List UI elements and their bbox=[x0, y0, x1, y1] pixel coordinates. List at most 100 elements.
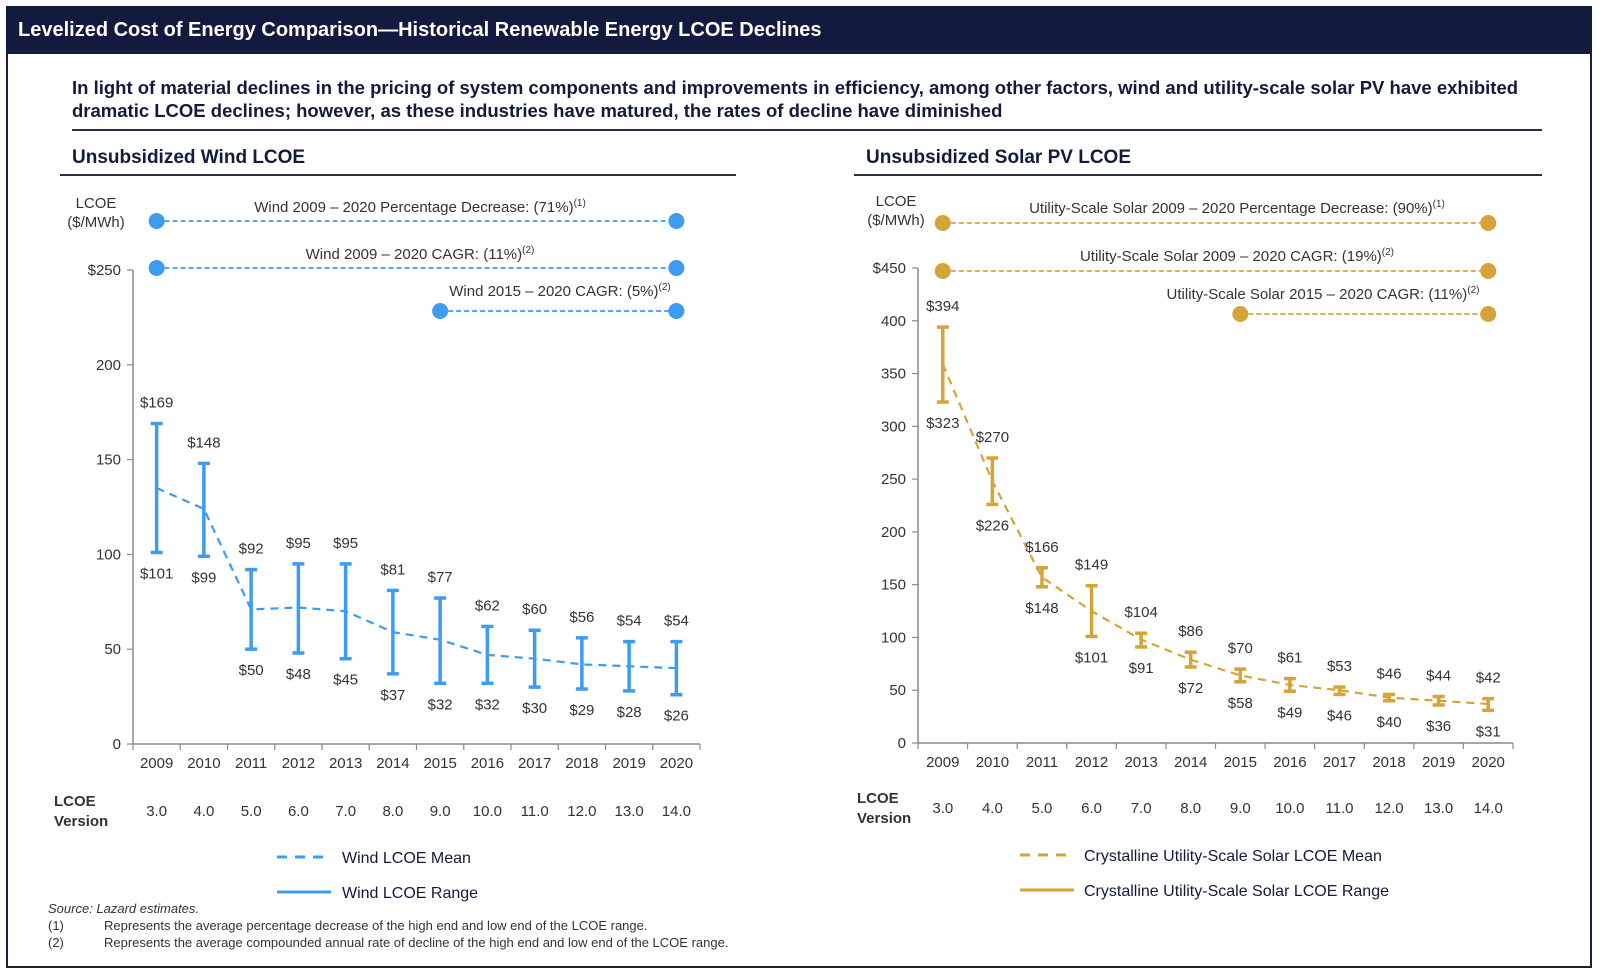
solar-annotation-end-dot bbox=[1480, 306, 1497, 322]
wind-high-label: $77 bbox=[428, 569, 453, 586]
solar-low-label: $226 bbox=[976, 517, 1009, 534]
solar-x-tick-label: 2019 bbox=[1422, 754, 1455, 771]
wind-y-tick-label: 50 bbox=[104, 641, 121, 658]
wind-ylabel: LCOE bbox=[76, 195, 117, 212]
solar-y-tick-label: 50 bbox=[889, 682, 906, 699]
wind-y-tick-label: 150 bbox=[96, 452, 121, 469]
solar-version-label: 3.0 bbox=[932, 800, 953, 817]
wind-legend-label: Wind LCOE Range bbox=[342, 885, 478, 902]
wind-high-label: $95 bbox=[333, 535, 358, 552]
wind-low-label: $26 bbox=[664, 708, 689, 725]
wind-legend-label: Wind LCOE Mean bbox=[342, 850, 471, 867]
solar-low-label: $36 bbox=[1426, 718, 1451, 735]
solar-version-label: 11.0 bbox=[1325, 800, 1353, 817]
wind-x-tick-label: 2017 bbox=[518, 755, 551, 772]
solar-low-label: $101 bbox=[1075, 649, 1108, 666]
wind-annotation-label: Wind 2009 – 2020 Percentage Decrease: (7… bbox=[254, 198, 586, 216]
solar-low-label: $148 bbox=[1025, 600, 1058, 617]
solar-version-label: 12.0 bbox=[1374, 800, 1403, 817]
wind-high-label: $62 bbox=[475, 597, 500, 614]
wind-version-heading: LCOE bbox=[54, 793, 96, 810]
solar-low-label: $58 bbox=[1228, 695, 1253, 712]
wind-ylabel-unit: ($/MWh) bbox=[67, 214, 125, 231]
solar-high-label: $270 bbox=[976, 429, 1009, 446]
solar-legend-label: Crystalline Utility-Scale Solar LCOE Mea… bbox=[1084, 848, 1382, 865]
wind-version-label: 5.0 bbox=[241, 803, 262, 820]
solar-version-label: 14.0 bbox=[1474, 800, 1503, 817]
solar-high-label: $44 bbox=[1426, 668, 1451, 685]
wind-y-tick-label: 100 bbox=[96, 546, 121, 563]
solar-version-label: 9.0 bbox=[1230, 800, 1251, 817]
solar-version-label: 13.0 bbox=[1424, 800, 1453, 817]
solar-legend-label: Crystalline Utility-Scale Solar LCOE Ran… bbox=[1084, 883, 1389, 900]
solar-annotation-start-dot bbox=[934, 215, 951, 231]
wind-annotation-start-dot bbox=[148, 260, 165, 276]
wind-title-divider bbox=[60, 174, 736, 176]
wind-high-label: $81 bbox=[380, 561, 405, 578]
solar-title-divider bbox=[854, 174, 1542, 176]
solar-annotation-start-dot bbox=[1232, 306, 1249, 322]
solar-x-tick-label: 2013 bbox=[1124, 754, 1157, 771]
source-note: Source: Lazard estimates. bbox=[48, 901, 200, 916]
wind-y-tick-label: $250 bbox=[88, 262, 121, 279]
solar-high-label: $86 bbox=[1178, 623, 1203, 640]
wind-low-label: $99 bbox=[191, 569, 216, 586]
solar-chart-title: Unsubsidized Solar PV LCOE bbox=[866, 147, 1131, 168]
solar-y-tick-label: $450 bbox=[873, 260, 906, 277]
headline: In light of material declines in the pri… bbox=[72, 77, 1519, 121]
solar-annotation-end-dot bbox=[1480, 263, 1497, 279]
wind-x-tick-label: 2014 bbox=[376, 755, 409, 772]
wind-high-label: $148 bbox=[187, 434, 220, 451]
wind-high-label: $95 bbox=[286, 535, 311, 552]
solar-y-tick-label: 250 bbox=[881, 471, 906, 488]
wind-low-label: $30 bbox=[522, 700, 547, 717]
wind-version-label: 10.0 bbox=[473, 803, 502, 820]
solar-x-tick-label: 2016 bbox=[1273, 754, 1306, 771]
wind-low-label: $48 bbox=[286, 666, 311, 683]
solar-annotation-footnote-ref: (2) bbox=[1382, 247, 1394, 258]
wind-low-label: $32 bbox=[428, 696, 453, 713]
wind-x-tick-label: 2010 bbox=[187, 755, 220, 772]
solar-version-label: 4.0 bbox=[982, 800, 1003, 817]
solar-version-label: 6.0 bbox=[1081, 800, 1102, 817]
wind-low-label: $45 bbox=[333, 672, 358, 689]
solar-x-tick-label: 2017 bbox=[1323, 754, 1356, 771]
wind-version-label: 14.0 bbox=[662, 803, 691, 820]
wind-x-tick-label: 2011 bbox=[235, 755, 267, 772]
solar-high-label: $394 bbox=[926, 298, 959, 315]
wind-version-label: 12.0 bbox=[567, 803, 596, 820]
wind-annotation-end-dot bbox=[668, 213, 685, 229]
wind-x-tick-label: 2016 bbox=[471, 755, 504, 772]
wind-version-label: 3.0 bbox=[146, 803, 167, 820]
solar-x-tick-label: 2020 bbox=[1472, 754, 1505, 771]
solar-version-heading: LCOE bbox=[857, 790, 899, 807]
solar-annotation-label: Utility-Scale Solar 2009 – 2020 CAGR: (1… bbox=[1080, 247, 1394, 265]
wind-low-label: $50 bbox=[239, 662, 264, 679]
solar-low-label: $72 bbox=[1178, 680, 1203, 697]
wind-version-label: 7.0 bbox=[335, 803, 356, 820]
wind-high-label: $60 bbox=[522, 601, 547, 618]
wind-x-tick-label: 2019 bbox=[612, 755, 645, 772]
solar-annotation-footnote-ref: (1) bbox=[1433, 199, 1445, 210]
wind-version-label: 9.0 bbox=[430, 803, 451, 820]
solar-x-tick-label: 2018 bbox=[1372, 754, 1405, 771]
wind-version-label: 13.0 bbox=[615, 803, 644, 820]
wind-x-tick-label: 2018 bbox=[565, 755, 598, 772]
solar-annotation-start-dot bbox=[934, 263, 951, 279]
solar-high-label: $61 bbox=[1277, 650, 1302, 667]
solar-y-tick-label: 100 bbox=[881, 629, 906, 646]
wind-annotation-footnote-ref: (2) bbox=[659, 282, 671, 293]
wind-annotation-footnote-ref: (1) bbox=[574, 198, 586, 209]
wind-low-label: $29 bbox=[569, 702, 594, 719]
solar-y-tick-label: 150 bbox=[881, 577, 906, 594]
solar-low-label: $323 bbox=[926, 415, 959, 432]
wind-version-label: 8.0 bbox=[382, 803, 403, 820]
wind-annotation-start-dot bbox=[148, 213, 165, 229]
wind-x-tick-label: 2012 bbox=[282, 755, 315, 772]
footnote-text: Represents the average percentage decrea… bbox=[104, 918, 648, 933]
wind-high-label: $169 bbox=[140, 395, 173, 412]
wind-annotation-end-dot bbox=[668, 260, 685, 276]
solar-version-label: 7.0 bbox=[1131, 800, 1152, 817]
wind-x-tick-label: 2015 bbox=[423, 755, 456, 772]
wind-low-label: $101 bbox=[140, 566, 173, 583]
